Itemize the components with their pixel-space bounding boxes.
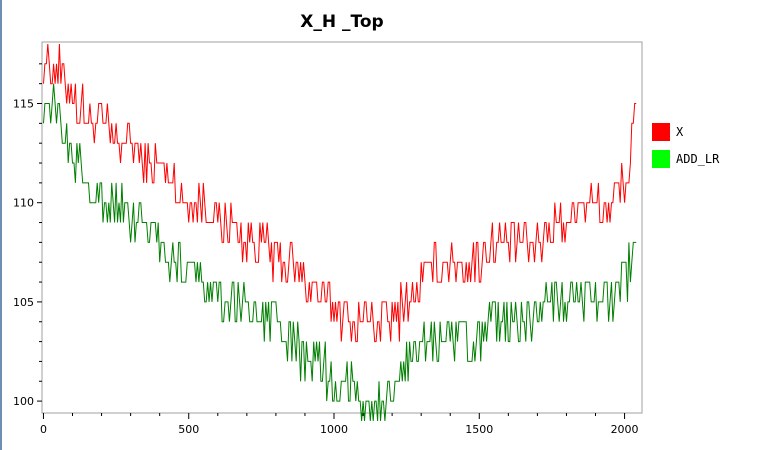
legend: X ADD_LR bbox=[652, 121, 719, 175]
chart-title: X_H _Top bbox=[300, 12, 384, 32]
legend-swatch-x bbox=[652, 123, 670, 141]
axis-ticks: 0 500 1000 1500 2000 100 105 110 115 bbox=[13, 63, 639, 436]
y-tick-label: 100 bbox=[13, 395, 34, 408]
x-tick-label: 1000 bbox=[320, 423, 348, 436]
x-tick-label: 1500 bbox=[465, 423, 493, 436]
legend-item-add-lr[interactable]: ADD_LR bbox=[652, 148, 719, 170]
series-line-x bbox=[43, 43, 637, 343]
legend-label-add-lr: ADD_LR bbox=[676, 152, 720, 166]
x-tick-label: 500 bbox=[178, 423, 199, 436]
plot-area-frame bbox=[41, 41, 643, 414]
x-tick-label: 0 bbox=[40, 423, 47, 436]
series-layer bbox=[43, 43, 637, 421]
y-tick-label: 110 bbox=[13, 197, 34, 210]
y-tick-label: 115 bbox=[13, 98, 34, 111]
window-left-edge bbox=[0, 0, 2, 450]
legend-swatch-add-lr bbox=[652, 150, 670, 168]
series-line-add-lr bbox=[43, 83, 637, 421]
x-tick-label: 2000 bbox=[611, 423, 639, 436]
legend-label-x: X bbox=[676, 125, 684, 139]
y-tick-label: 105 bbox=[13, 296, 34, 309]
legend-item-x[interactable]: X bbox=[652, 121, 719, 143]
